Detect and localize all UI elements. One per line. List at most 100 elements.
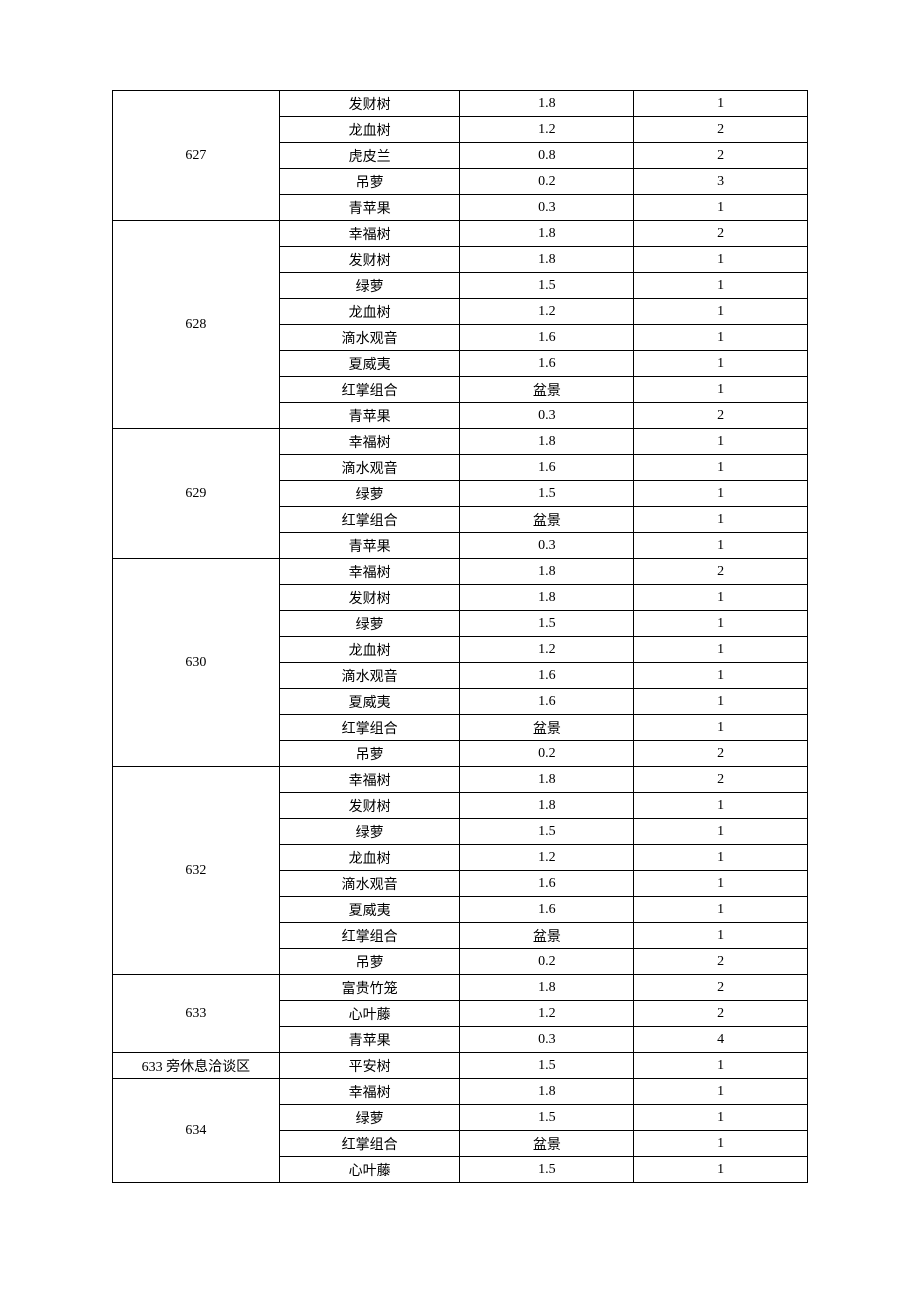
quantity-cell: 1 [634,637,808,663]
plant-name-cell: 绿萝 [279,273,460,299]
quantity-cell: 2 [634,143,808,169]
group-label-cell: 628 [113,221,280,429]
quantity-cell: 1 [634,793,808,819]
spec-cell: 1.5 [460,481,634,507]
plant-name-cell: 吊萝 [279,741,460,767]
plant-name-cell: 龙血树 [279,637,460,663]
spec-cell: 1.8 [460,767,634,793]
spec-cell: 1.6 [460,871,634,897]
plant-name-cell: 红掌组合 [279,1131,460,1157]
quantity-cell: 1 [634,195,808,221]
spec-cell: 1.5 [460,1157,634,1183]
quantity-cell: 1 [634,871,808,897]
quantity-cell: 2 [634,221,808,247]
plant-name-cell: 幸福树 [279,221,460,247]
plant-name-cell: 龙血树 [279,117,460,143]
plant-name-cell: 发财树 [279,91,460,117]
spec-cell: 1.8 [460,1079,634,1105]
quantity-cell: 2 [634,767,808,793]
plant-name-cell: 富贵竹笼 [279,975,460,1001]
quantity-cell: 1 [634,663,808,689]
quantity-cell: 1 [634,585,808,611]
plant-name-cell: 幸福树 [279,559,460,585]
spec-cell: 0.2 [460,949,634,975]
plant-name-cell: 幸福树 [279,767,460,793]
table-row: 628幸福树1.82 [113,221,808,247]
plant-name-cell: 心叶藤 [279,1001,460,1027]
plant-name-cell: 红掌组合 [279,507,460,533]
quantity-cell: 1 [634,819,808,845]
spec-cell: 盆景 [460,715,634,741]
quantity-cell: 1 [634,1157,808,1183]
quantity-cell: 2 [634,559,808,585]
group-label-cell: 633 旁休息洽谈区 [113,1053,280,1079]
quantity-cell: 1 [634,845,808,871]
plant-name-cell: 滴水观音 [279,455,460,481]
plant-name-cell: 虎皮兰 [279,143,460,169]
table-row: 633富贵竹笼1.82 [113,975,808,1001]
quantity-cell: 2 [634,741,808,767]
spec-cell: 1.5 [460,819,634,845]
spec-cell: 1.6 [460,455,634,481]
quantity-cell: 1 [634,377,808,403]
plant-name-cell: 龙血树 [279,299,460,325]
quantity-cell: 1 [634,325,808,351]
group-label-cell: 633 [113,975,280,1053]
quantity-cell: 1 [634,273,808,299]
quantity-cell: 1 [634,481,808,507]
quantity-cell: 2 [634,949,808,975]
spec-cell: 1.5 [460,273,634,299]
table-row: 630幸福树1.82 [113,559,808,585]
spec-cell: 1.8 [460,585,634,611]
table-row: 634幸福树1.81 [113,1079,808,1105]
spec-cell: 1.8 [460,247,634,273]
spec-cell: 1.6 [460,689,634,715]
plant-name-cell: 发财树 [279,585,460,611]
plant-name-cell: 滴水观音 [279,871,460,897]
quantity-cell: 1 [634,533,808,559]
plant-name-cell: 绿萝 [279,611,460,637]
spec-cell: 1.2 [460,637,634,663]
spec-cell: 0.3 [460,1027,634,1053]
quantity-cell: 1 [634,507,808,533]
spec-cell: 1.8 [460,429,634,455]
spec-cell: 1.2 [460,299,634,325]
plant-name-cell: 青苹果 [279,195,460,221]
quantity-cell: 1 [634,689,808,715]
plant-name-cell: 吊萝 [279,169,460,195]
spec-cell: 1.5 [460,1105,634,1131]
spec-cell: 1.6 [460,351,634,377]
group-label-cell: 632 [113,767,280,975]
plant-name-cell: 青苹果 [279,533,460,559]
plant-name-cell: 吊萝 [279,949,460,975]
spec-cell: 1.8 [460,975,634,1001]
plant-inventory-table: 627发财树1.81龙血树1.22虎皮兰0.82吊萝0.23青苹果0.31628… [112,90,808,1183]
quantity-cell: 1 [634,91,808,117]
group-label-cell: 634 [113,1079,280,1183]
spec-cell: 0.2 [460,741,634,767]
quantity-cell: 1 [634,247,808,273]
plant-name-cell: 滴水观音 [279,325,460,351]
spec-cell: 0.8 [460,143,634,169]
plant-name-cell: 青苹果 [279,1027,460,1053]
quantity-cell: 1 [634,429,808,455]
table-row: 627发财树1.81 [113,91,808,117]
spec-cell: 盆景 [460,923,634,949]
spec-cell: 0.3 [460,533,634,559]
quantity-cell: 3 [634,169,808,195]
table-row: 633 旁休息洽谈区平安树1.51 [113,1053,808,1079]
group-label-cell: 629 [113,429,280,559]
quantity-cell: 1 [634,715,808,741]
quantity-cell: 1 [634,455,808,481]
plant-name-cell: 龙血树 [279,845,460,871]
plant-name-cell: 发财树 [279,793,460,819]
quantity-cell: 4 [634,1027,808,1053]
spec-cell: 1.2 [460,1001,634,1027]
plant-name-cell: 绿萝 [279,819,460,845]
plant-name-cell: 红掌组合 [279,715,460,741]
spec-cell: 1.6 [460,663,634,689]
plant-name-cell: 夏威夷 [279,897,460,923]
plant-name-cell: 夏威夷 [279,351,460,377]
spec-cell: 1.6 [460,897,634,923]
quantity-cell: 2 [634,975,808,1001]
